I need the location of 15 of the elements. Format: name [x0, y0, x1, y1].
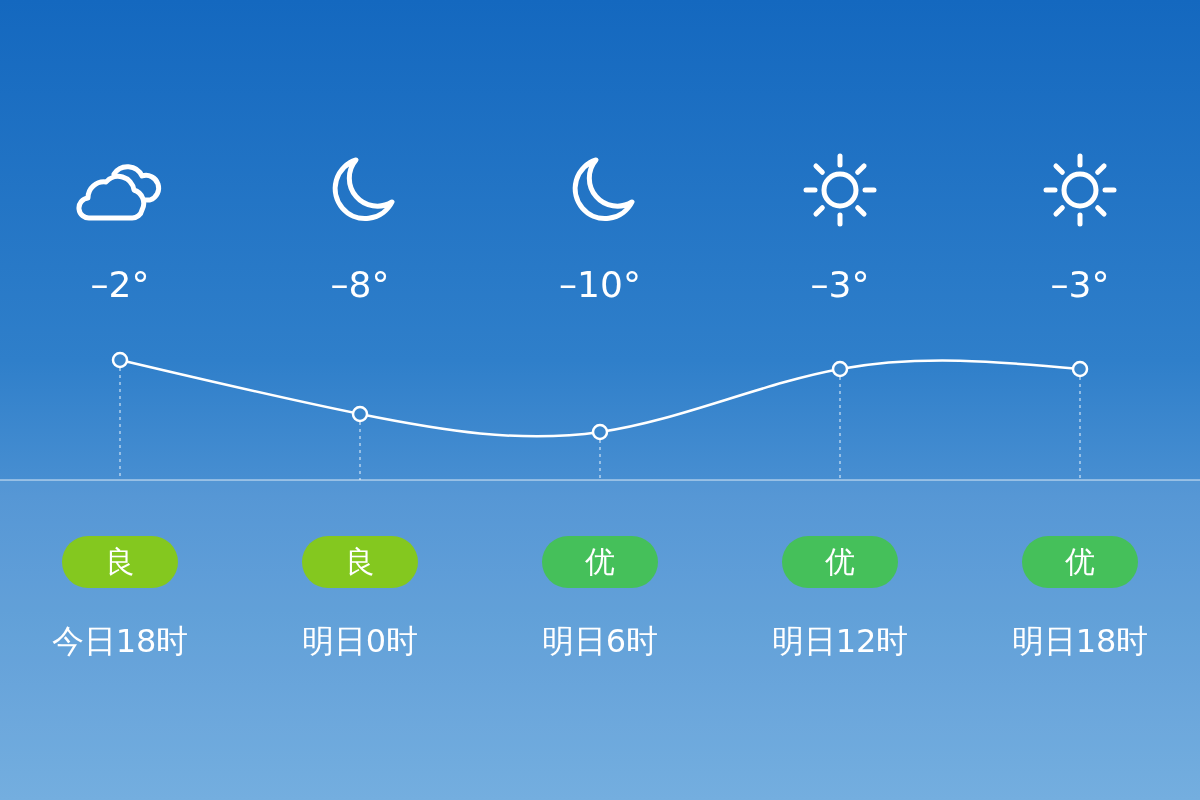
- x-tick-label: 明日0时: [301, 622, 419, 660]
- point: [111, 351, 129, 369]
- point: [831, 360, 849, 378]
- data-label: –10°: [559, 264, 641, 305]
- x-tick-label: 今日18时: [51, 622, 189, 660]
- x-tick-label: 明日12时: [771, 622, 909, 660]
- data-label: –8°: [330, 264, 390, 305]
- point: [351, 405, 369, 423]
- data-label: –3°: [810, 264, 870, 305]
- x-tick-label: 明日18时: [1011, 622, 1149, 660]
- data-label: –3°: [1050, 264, 1110, 305]
- x-tick-label: 明日6时: [541, 622, 659, 660]
- data-label: –2°: [90, 264, 150, 305]
- point: [591, 423, 609, 441]
- point: [1071, 360, 1089, 378]
